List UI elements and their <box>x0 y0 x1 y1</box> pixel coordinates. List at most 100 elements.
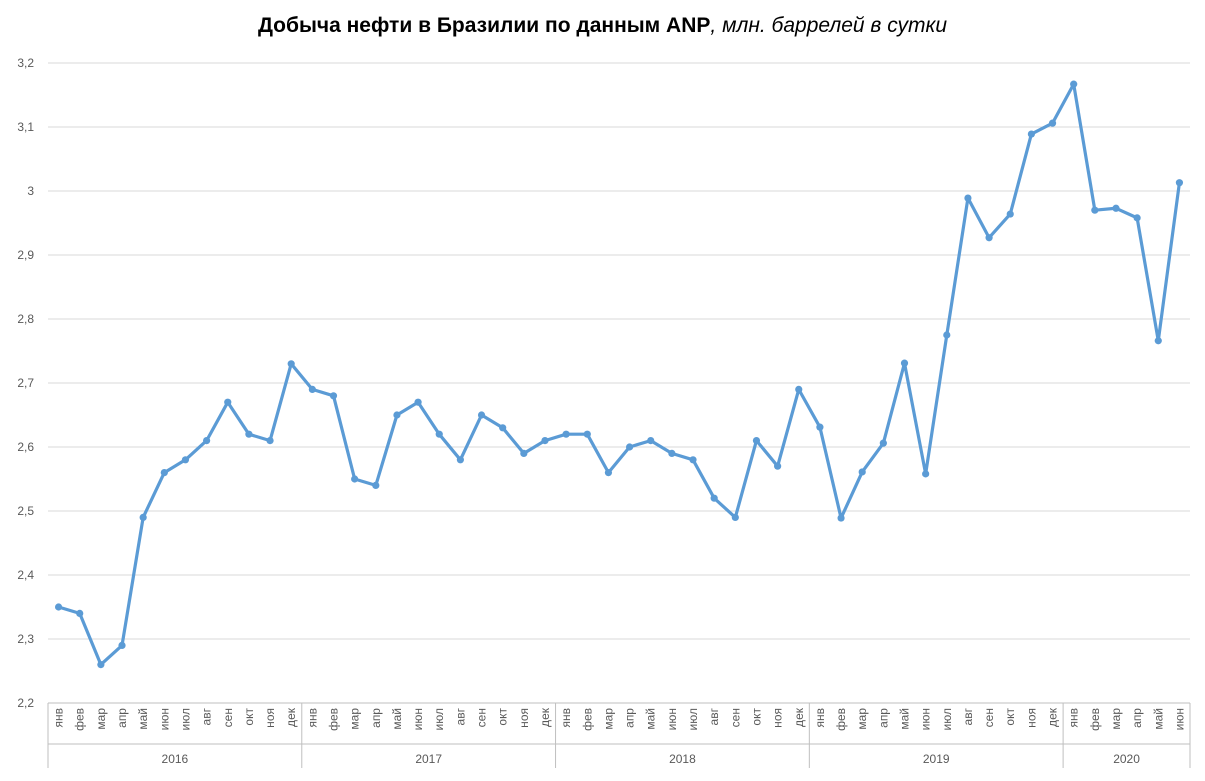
data-point <box>97 661 105 669</box>
year-label: 2017 <box>415 752 442 766</box>
x-tick-label: май <box>898 708 912 730</box>
x-tick-label: дек <box>1046 707 1060 727</box>
data-point <box>562 430 570 438</box>
data-point <box>160 469 168 477</box>
x-tick-label: май <box>644 708 658 730</box>
data-point <box>541 437 549 445</box>
data-point <box>858 468 866 476</box>
data-point <box>520 449 528 457</box>
chart-title-main: Добыча нефти в Бразилии по данным ANP <box>257 14 711 37</box>
y-tick-label: 2,6 <box>17 440 34 454</box>
year-label: 2020 <box>1113 752 1140 766</box>
data-point <box>435 430 443 438</box>
x-tick-label: мар <box>94 708 108 730</box>
series-line <box>58 82 1182 667</box>
year-label: 2016 <box>162 752 189 766</box>
data-point <box>456 456 464 464</box>
data-point <box>477 411 486 419</box>
x-tick-label: апр <box>369 708 383 728</box>
data-point <box>372 481 380 489</box>
data-point <box>1091 206 1099 214</box>
x-tick-label: июл <box>432 708 446 730</box>
x-tick-label: дек <box>538 707 552 727</box>
data-point <box>1112 204 1120 212</box>
x-tick-label: апр <box>115 708 129 728</box>
x-tick-label: сен <box>475 708 489 727</box>
x-tick-label: июн <box>1172 708 1186 730</box>
x-tick-label: июн <box>157 708 171 730</box>
x-tick-label: июн <box>411 708 425 730</box>
data-point <box>943 331 951 339</box>
x-tick-label: ноя <box>263 708 277 728</box>
data-point <box>393 411 401 419</box>
x-tick-label: апр <box>876 708 890 728</box>
data-point <box>181 456 190 464</box>
data-point <box>964 194 972 202</box>
x-tick-label: дек <box>284 707 298 727</box>
y-tick-label: 3,2 <box>17 56 34 70</box>
x-tick-label: май <box>1151 708 1165 730</box>
y-tick-label: 2,2 <box>17 696 34 710</box>
y-tick-label: 2,8 <box>17 312 34 326</box>
data-point <box>499 424 507 432</box>
data-point <box>689 456 697 464</box>
x-tick-label: фев <box>1088 708 1102 731</box>
x-tick-label: янв <box>305 708 319 728</box>
data-point <box>1006 210 1014 218</box>
data-point <box>774 462 782 470</box>
x-tick-label: авг <box>707 707 721 725</box>
chart-title: Добыча нефти в Бразилии по данным ANP, м… <box>0 14 1205 38</box>
data-point <box>710 494 718 502</box>
x-tick-label: окт <box>496 708 510 726</box>
x-tick-label: июл <box>940 708 954 730</box>
data-point <box>54 603 63 611</box>
x-tick-label: июл <box>178 708 192 730</box>
data-point <box>139 513 147 522</box>
data-point <box>1048 119 1057 127</box>
data-point <box>1133 214 1141 222</box>
y-tick-label: 3 <box>27 184 34 198</box>
x-tick-label: авг <box>200 707 214 725</box>
data-point <box>329 392 338 400</box>
x-tick-label: янв <box>52 708 66 728</box>
y-tick-label: 2,5 <box>17 504 34 518</box>
data-point <box>76 609 84 618</box>
data-point <box>203 437 211 445</box>
data-point <box>245 430 253 438</box>
x-tick-label: апр <box>1130 708 1144 728</box>
data-point <box>900 359 909 367</box>
x-tick-label: фев <box>327 708 341 731</box>
y-tick-label: 3,1 <box>17 120 34 134</box>
x-tick-label: мар <box>601 708 615 730</box>
data-point <box>752 437 761 445</box>
data-point <box>985 234 993 242</box>
x-tick-label: апр <box>623 708 637 728</box>
x-tick-label: фев <box>580 708 594 731</box>
x-tick-label: дек <box>792 707 806 727</box>
y-tick-label: 2,7 <box>17 376 34 390</box>
x-tick-label: ноя <box>1024 708 1038 728</box>
data-point <box>1027 130 1035 138</box>
y-tick-label: 2,4 <box>17 568 34 582</box>
data-point <box>1175 179 1184 187</box>
x-tick-label: авг <box>453 707 467 725</box>
data-point <box>224 398 232 406</box>
x-tick-label: авг <box>961 707 975 725</box>
x-tick-label: мар <box>348 708 362 730</box>
x-tick-label: окт <box>749 708 763 726</box>
x-tick-label: ноя <box>771 708 785 728</box>
data-point <box>625 443 634 451</box>
data-point <box>266 437 274 445</box>
data-point <box>1070 80 1078 88</box>
data-point <box>879 439 887 447</box>
data-point <box>647 437 655 445</box>
year-label: 2019 <box>923 752 950 766</box>
data-point <box>1154 337 1162 345</box>
data-point <box>922 470 930 478</box>
x-tick-label: янв <box>1067 708 1081 728</box>
x-tick-label: янв <box>813 708 827 728</box>
x-tick-label: июн <box>665 708 679 730</box>
year-label: 2018 <box>669 752 696 766</box>
data-point <box>816 423 824 431</box>
data-point <box>287 360 295 368</box>
